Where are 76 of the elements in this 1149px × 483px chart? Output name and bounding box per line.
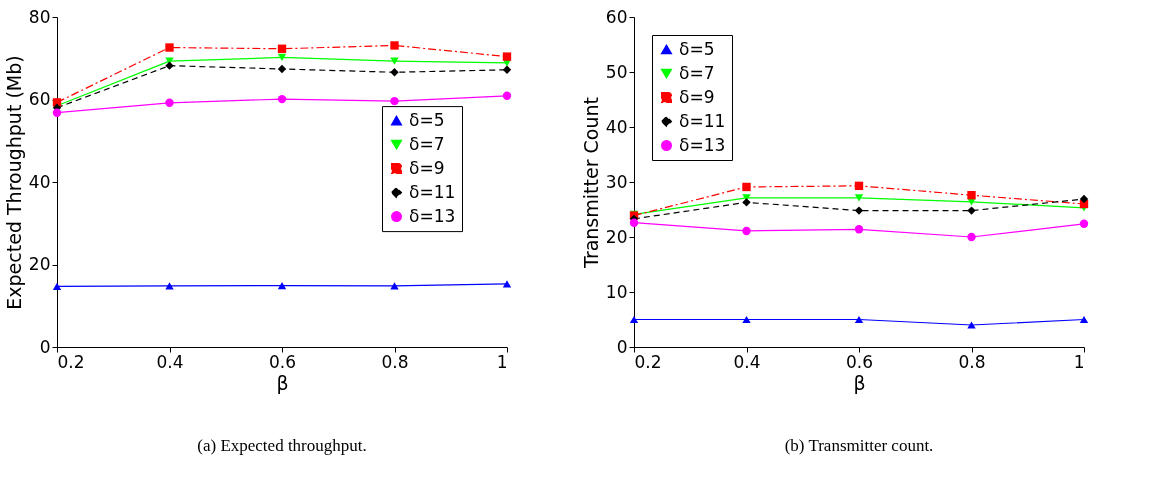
point xyxy=(165,61,174,70)
point xyxy=(277,64,287,74)
point xyxy=(390,282,399,290)
point xyxy=(502,65,512,74)
x-axis-title: β xyxy=(276,371,289,394)
point xyxy=(854,225,864,234)
point xyxy=(967,206,976,215)
point xyxy=(967,191,976,200)
legend-label: δ=11 xyxy=(409,181,456,202)
x-tick-label: 1 xyxy=(496,351,508,372)
point xyxy=(967,232,976,242)
x-axis-title: β xyxy=(853,371,866,394)
y-tick-label: 40 xyxy=(28,171,51,192)
point xyxy=(390,57,399,65)
point xyxy=(742,182,751,192)
legend-label: δ=13 xyxy=(409,205,456,226)
point xyxy=(502,52,512,61)
y-axis-title: Transmitter Count xyxy=(579,97,602,269)
x-tick-label: 0.2 xyxy=(57,351,85,372)
legend-label: δ=5 xyxy=(679,38,715,59)
y-tick-label: 40 xyxy=(605,116,628,137)
text: (b) Transmitter count. xyxy=(784,436,934,455)
legend-label: δ=9 xyxy=(409,157,445,178)
point xyxy=(165,98,174,107)
legend-label: δ=7 xyxy=(409,133,445,154)
y-tick-label: 50 xyxy=(605,61,628,82)
x-tick-label: 0.2 xyxy=(634,351,662,372)
x-tick-label: 0.6 xyxy=(268,351,297,372)
point xyxy=(854,181,864,191)
legend-label: δ=11 xyxy=(679,110,726,131)
point xyxy=(967,321,976,329)
point xyxy=(390,96,399,106)
point xyxy=(742,226,751,236)
point xyxy=(1079,219,1089,228)
point xyxy=(629,218,639,227)
point xyxy=(390,41,399,50)
x-tick-label: 0.4 xyxy=(733,351,761,372)
point xyxy=(502,280,512,288)
point xyxy=(390,68,399,77)
point xyxy=(854,194,864,202)
point xyxy=(1079,315,1089,324)
x-tick-label: 0.8 xyxy=(958,351,986,372)
point xyxy=(629,315,639,324)
y-tick-label: 0 xyxy=(39,336,51,357)
legend-label: δ=5 xyxy=(409,109,445,130)
point xyxy=(52,282,62,290)
point xyxy=(277,53,287,62)
point xyxy=(742,198,751,207)
y-tick-label: 30 xyxy=(605,171,628,192)
y-tick-label: 10 xyxy=(605,281,628,302)
x-tick-label: 0.8 xyxy=(381,351,409,372)
point xyxy=(277,94,287,104)
point xyxy=(52,108,62,117)
y-tick-label: 0 xyxy=(616,336,628,357)
text: (a) Expected throughput. xyxy=(197,436,367,455)
x-tick-label: 0.6 xyxy=(845,351,874,372)
legend-label: δ=9 xyxy=(679,86,715,107)
point xyxy=(742,315,751,324)
legend-label: δ=7 xyxy=(679,62,715,83)
y-tick-label: 20 xyxy=(605,226,628,247)
x-tick-label: 0.4 xyxy=(156,351,184,372)
point xyxy=(277,44,287,53)
legend-label: δ=13 xyxy=(679,134,726,155)
point xyxy=(854,206,864,215)
point xyxy=(502,91,512,100)
y-tick-label: 20 xyxy=(28,254,51,274)
point xyxy=(1079,194,1089,204)
point xyxy=(165,282,174,290)
point xyxy=(165,43,174,52)
point xyxy=(854,315,864,324)
x-tick-label: 1 xyxy=(1073,351,1085,372)
y-tick-label: 60 xyxy=(28,89,51,109)
y-tick-label: 60 xyxy=(605,6,628,27)
y-tick-label: 80 xyxy=(28,6,51,27)
y-axis-title: Expected Throughput (Mb) xyxy=(2,55,25,310)
point xyxy=(277,281,287,290)
